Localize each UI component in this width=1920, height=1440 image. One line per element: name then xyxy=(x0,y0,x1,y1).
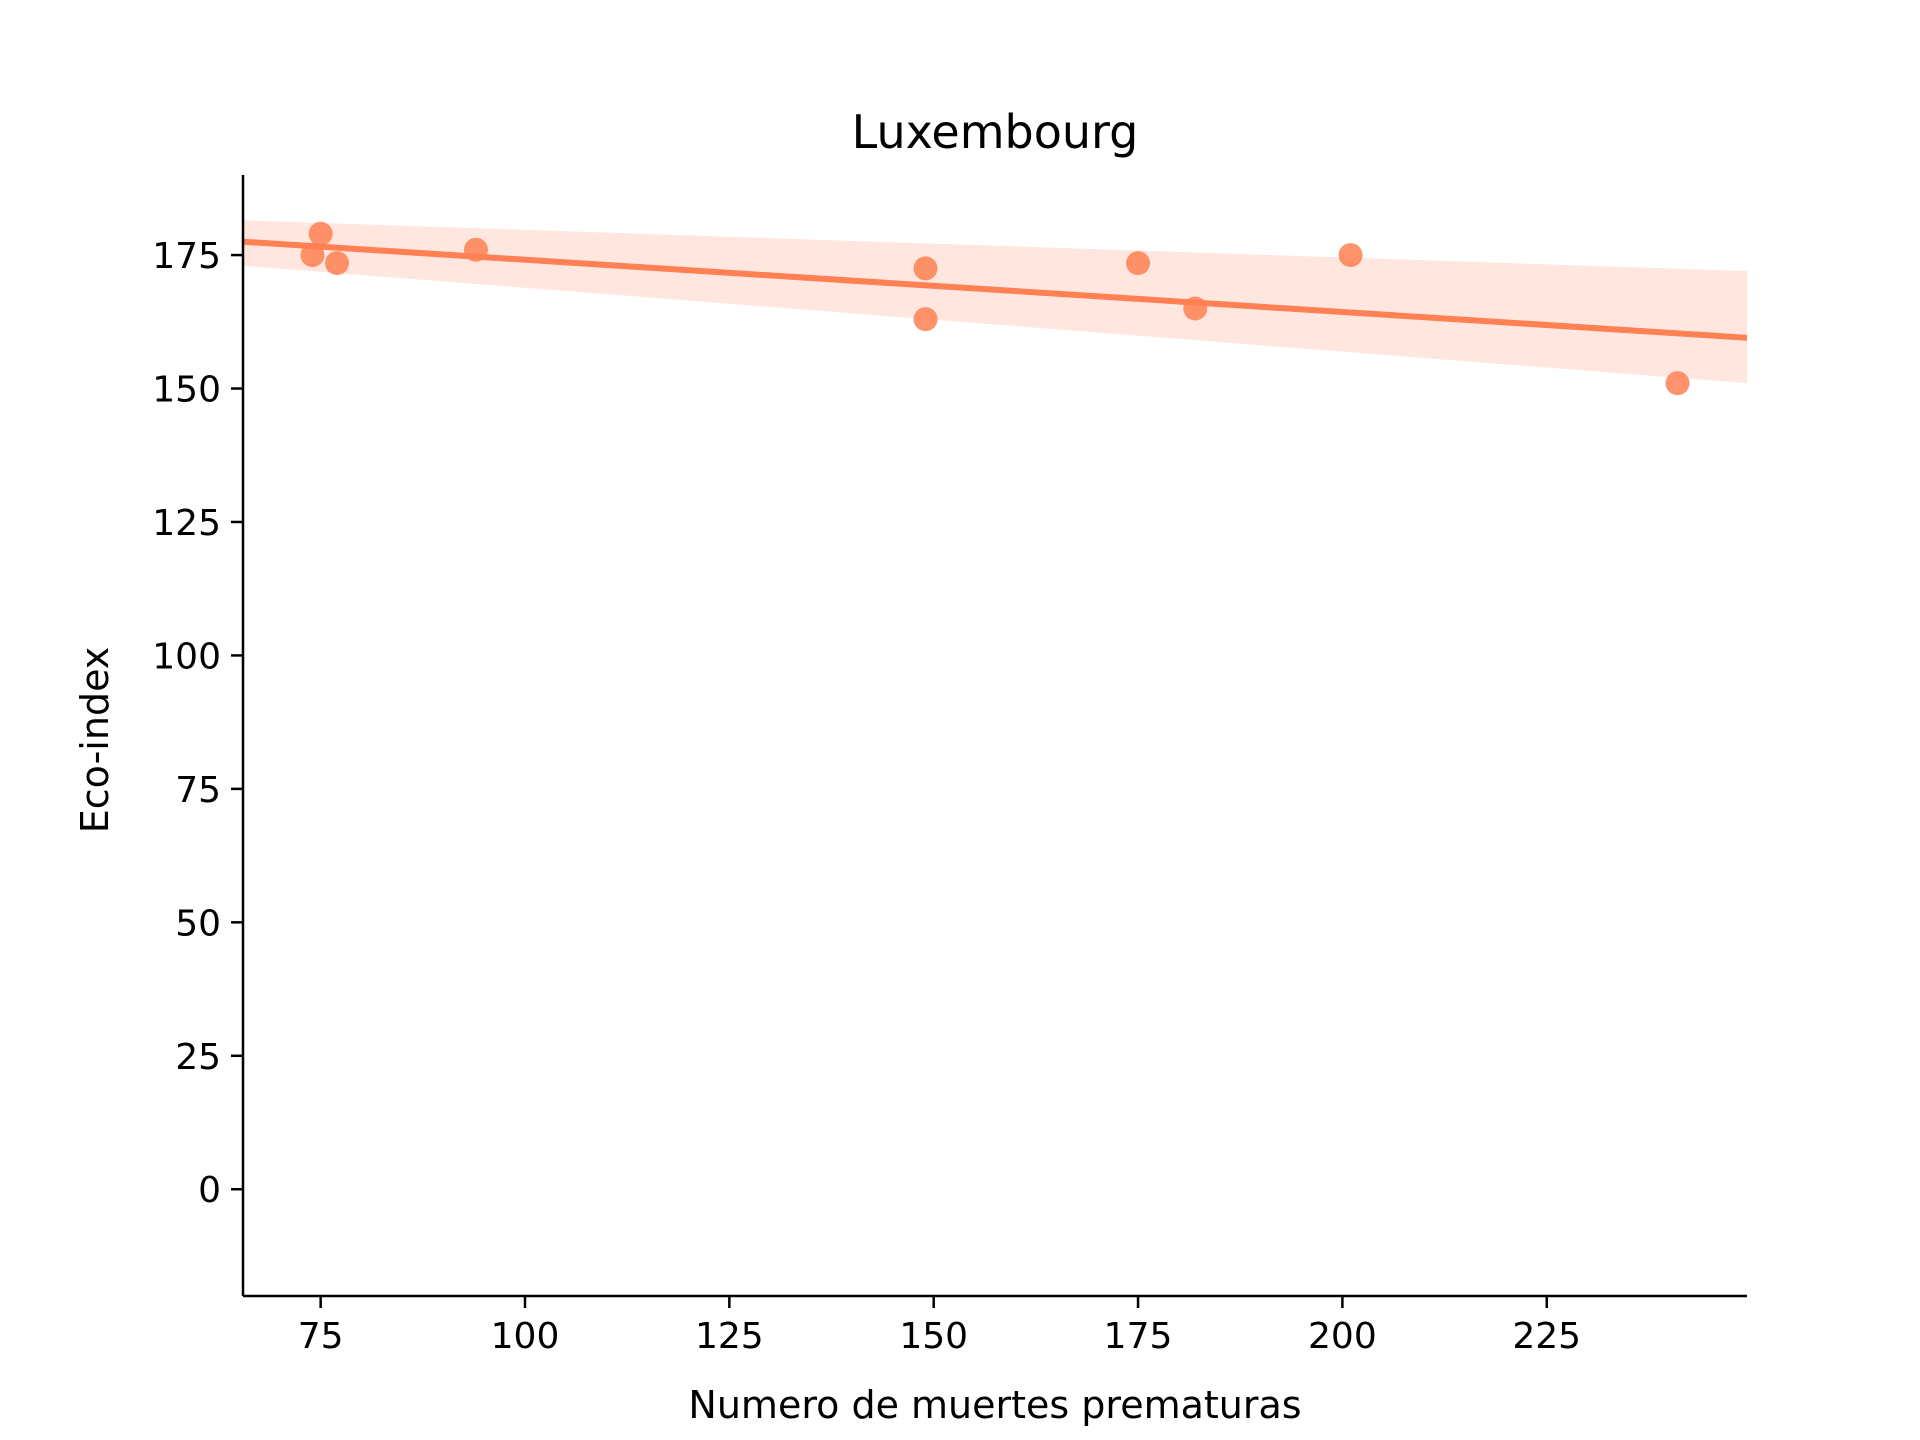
data-point xyxy=(1183,296,1208,321)
regression-line xyxy=(242,238,1748,341)
x-tick-label: 225 xyxy=(1512,1316,1581,1357)
data-point xyxy=(300,243,325,268)
data-point xyxy=(463,237,488,262)
y-tick-label: 150 xyxy=(152,370,221,411)
y-axis-ticks: 0 25 50 75 100 125 150 175 xyxy=(152,236,243,1211)
y-tick-label: 100 xyxy=(152,636,221,677)
x-tick-label: 200 xyxy=(1308,1316,1377,1357)
x-tick-label: 100 xyxy=(491,1316,560,1357)
y-tick-label: 175 xyxy=(152,236,221,277)
data-point xyxy=(1338,243,1363,268)
x-axis-label: Numero de muertes prematuras xyxy=(688,1383,1301,1427)
y-tick-label: 25 xyxy=(175,1037,221,1078)
chart-title: Luxembourg xyxy=(852,105,1139,159)
x-tick-label: 175 xyxy=(1104,1316,1173,1357)
y-tick-label: 75 xyxy=(175,770,221,811)
confidence-band xyxy=(243,220,1747,384)
x-tick-label: 150 xyxy=(899,1316,968,1357)
y-tick-label: 0 xyxy=(198,1170,221,1211)
data-points-layer xyxy=(300,221,1690,396)
data-point xyxy=(913,256,938,281)
data-point xyxy=(325,251,349,276)
x-axis-ticks: 75 100 125 150 175 200 225 xyxy=(298,1296,1581,1357)
data-point xyxy=(308,221,333,246)
y-tick-label: 50 xyxy=(175,903,221,944)
x-tick-label: 75 xyxy=(298,1316,344,1357)
confidence-band-layer xyxy=(243,220,1747,384)
y-axis-label: Eco-index xyxy=(73,647,117,834)
data-point xyxy=(1126,251,1151,276)
regression-line-layer xyxy=(242,238,1748,341)
plot-area xyxy=(242,220,1748,396)
x-tick-label: 125 xyxy=(695,1316,764,1357)
y-tick-label: 125 xyxy=(152,503,221,544)
data-point xyxy=(913,307,938,332)
data-point xyxy=(1665,371,1690,396)
